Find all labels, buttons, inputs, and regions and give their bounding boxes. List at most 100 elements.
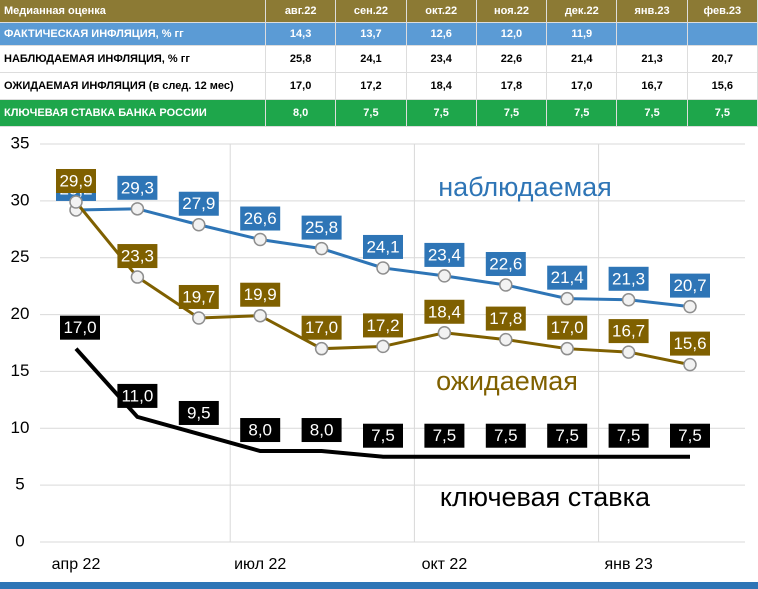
cell: 18,4 [406,72,477,100]
y-tick-label: 15 [11,361,30,380]
point [621,293,636,307]
cell: 7,5 [687,99,758,127]
row-label: ФАКТИЧЕСКАЯ ИНФЛЯЦИЯ, % гг [0,22,266,46]
cell: сен.22 [335,0,407,23]
point [314,241,329,256]
row-label: НАБЛЮДАЕМАЯ ИНФЛЯЦИЯ, % гг [0,45,266,73]
value-label-box [547,265,588,290]
point [499,332,513,347]
row-label: Медианная оценка [0,0,266,23]
value-label-box [178,400,219,425]
value-label-box [363,234,403,259]
point [253,308,267,323]
y-tick-label: 20 [11,304,30,323]
y-tick-label: 30 [11,190,30,209]
value-label-box [178,191,219,216]
value-label: 19,7 [182,287,215,306]
point [192,311,206,325]
value-label-box [547,315,588,340]
value-label: 20,7 [673,276,706,295]
cell: 17,8 [476,72,548,100]
cell: 21,4 [546,45,618,73]
point [69,195,83,209]
value-label: 21,4 [551,268,584,287]
series-name: ключевая ставка [440,482,651,512]
cell: 25,8 [265,45,337,73]
table-row: ОЖИДАЕМАЯ ИНФЛЯЦИЯ (в след. 12 мес) 17,0 1… [0,72,758,100]
value-label: 7,5 [617,426,641,445]
row-label: КЛЮЧЕВАЯ СТАВКА БАНКА РОССИИ [0,99,266,127]
value-label-box [485,306,526,331]
cell: 8,0 [265,99,337,127]
value-label: 19,9 [244,285,277,304]
value-label-box [363,313,403,338]
value-label: 29,9 [59,171,92,190]
x-tick-label: окт 22 [422,556,468,573]
table-row: ФАКТИЧЕСКАЯ ИНФЛЯЦИЯ, % гг 14,3 13,7 12,6 12… [0,22,758,46]
value-label-box [670,331,710,356]
cell: ноя.22 [476,0,548,23]
value-label-box [608,319,649,344]
value-label: 23,3 [121,247,154,266]
value-label: 17,0 [305,318,338,337]
value-label-box [117,244,158,269]
point [683,299,697,314]
value-label-box [117,175,158,200]
value-label: 23,4 [428,245,461,264]
point [437,269,452,283]
value-label-box [301,215,342,240]
value-label: 16,7 [612,322,645,341]
series-name: наблюдаемая [438,172,612,202]
value-label: 25,8 [305,218,338,237]
value-label-box [424,299,465,324]
y-tick-label: 0 [15,531,24,550]
value-label: 17,0 [551,318,584,337]
value-label-box [608,266,649,291]
cell: 17,0 [265,72,337,100]
cell: 17,0 [546,72,618,100]
value-label-box [424,423,465,448]
cell: фев.23 [687,0,758,23]
value-label-box [424,242,465,267]
value-label-box [301,315,342,340]
value-label-box [547,423,588,448]
value-label: 9,5 [187,403,211,422]
point [130,202,145,216]
cell: 7,5 [546,99,618,127]
point [253,232,267,247]
value-label-box [608,423,649,448]
value-label: 26,6 [244,209,277,228]
row-label: ОЖИДАЕМАЯ ИНФЛЯЦИЯ (в след. 12 мес) [0,72,266,100]
point [192,217,206,232]
value-label-box [240,418,281,443]
value-label: 18,4 [428,302,461,321]
cell [616,22,688,46]
value-label: 17,8 [489,309,522,328]
value-label-box [240,206,281,231]
cell: 11,9 [546,22,618,46]
table-row: КЛЮЧЕВАЯ СТАВКА БАНКА РОССИИ 8,0 7,5 7,5 7,5… [0,99,758,127]
value-label-box [60,315,100,340]
y-tick-label: 35 [11,133,30,152]
point [437,326,452,340]
value-label: 22,6 [489,254,522,273]
value-label: 11,0 [121,386,153,405]
point [376,339,390,354]
value-label: 7,5 [371,426,395,445]
cell: 7,5 [476,99,548,127]
x-tick-label: янв 23 [604,556,652,573]
point [621,345,636,359]
value-label-box [485,423,526,448]
point [683,357,697,372]
value-label: 8,0 [310,421,334,440]
value-label: 7,5 [555,426,579,445]
cell: окт.22 [406,0,477,23]
summary-table: Медианная оценка авг.22 сен.22 окт.22 ноя.22… [0,0,758,127]
value-label-box [301,418,342,443]
series-line [74,347,690,459]
cell: 23,4 [406,45,477,73]
chart: 0 5 10 15 20 25 30 35 апр 22 июл 22 окт 22 янв 23 29… [0,133,758,589]
cell [687,22,758,46]
cell: 13,7 [335,22,407,46]
cell: 14,3 [265,22,337,46]
